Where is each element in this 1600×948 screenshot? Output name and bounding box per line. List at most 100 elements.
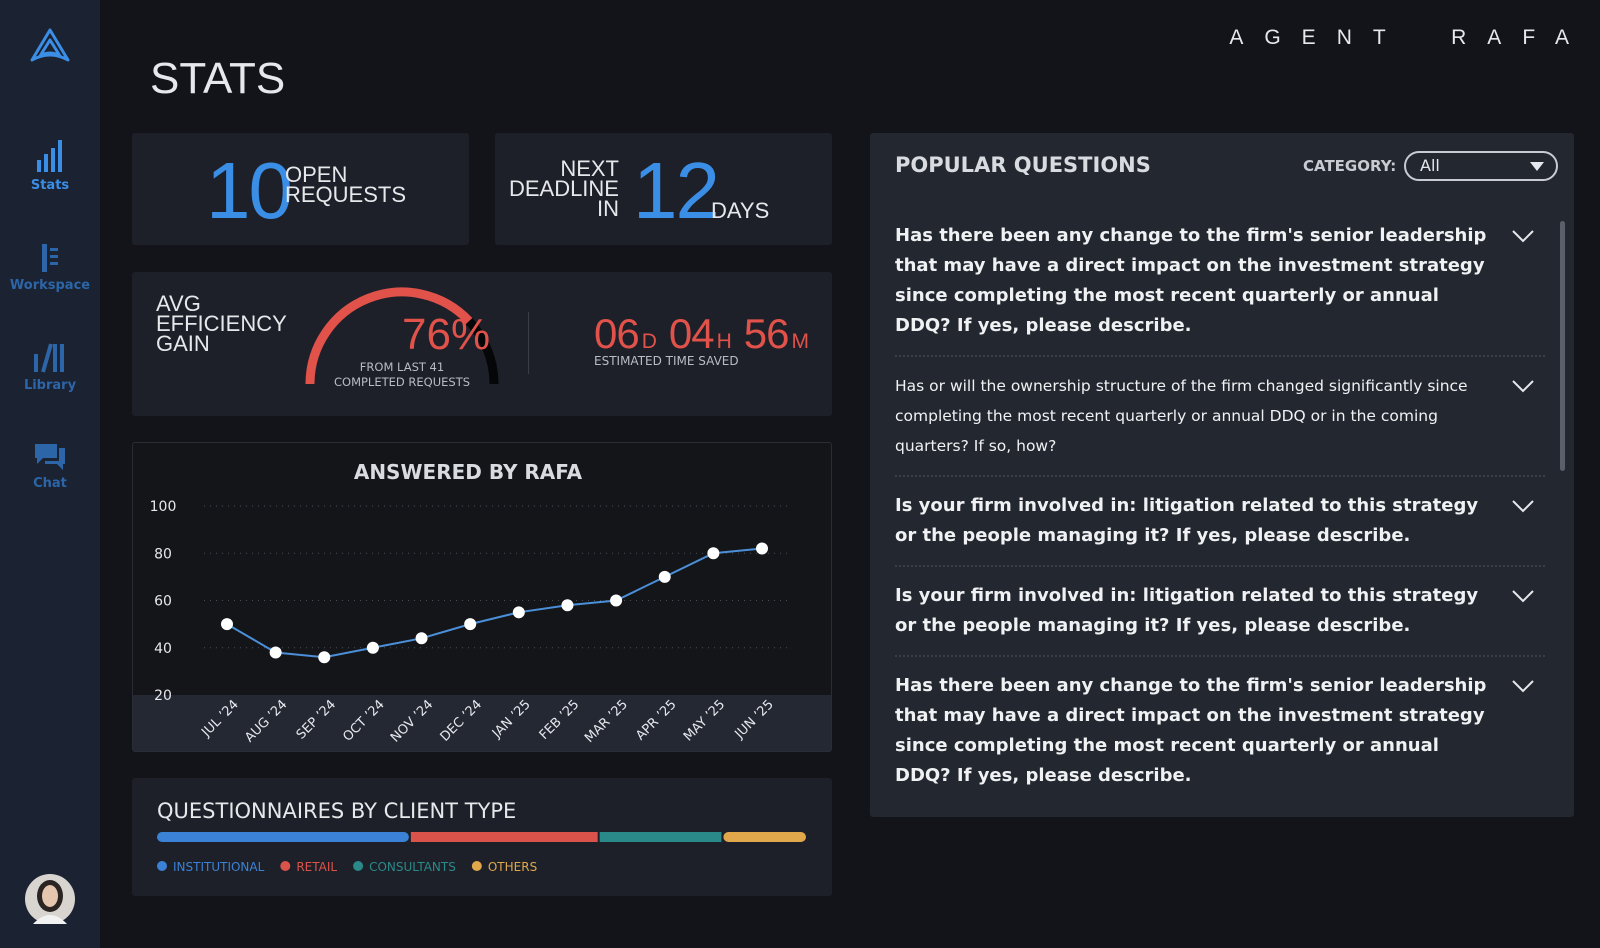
nav-item[interactable]: Stats <box>0 138 100 193</box>
question-text: Is your firm involved in: litigation rel… <box>895 585 1479 636</box>
question-text: Has there been any change to the firm's … <box>895 675 1487 786</box>
question[interactable]: Is your firm involved in: litigation rel… <box>895 567 1545 657</box>
open-requests-value: 10 <box>206 146 293 235</box>
point <box>707 547 720 560</box>
legend-marker <box>353 861 364 871</box>
time-value: 06 <box>594 310 640 357</box>
efficiency-card: AVG EFFICIENCY GAIN 76% FROM LAST 41 COM… <box>132 272 832 416</box>
legend-marker <box>157 861 167 871</box>
point <box>512 606 525 619</box>
point <box>221 618 233 631</box>
deadline-label: NEXT DEADLINE IN <box>508 156 619 221</box>
gauge-track <box>465 317 499 385</box>
point <box>464 618 477 631</box>
efficiency-note: FROM LAST 41 COMPLETED REQUESTS <box>333 360 471 389</box>
nav-item[interactable]: Chat <box>0 442 100 491</box>
legend-marker <box>280 861 291 871</box>
chevron-path <box>1512 500 1534 513</box>
chevron-path <box>1512 380 1534 393</box>
chevron <box>1512 500 1534 513</box>
line <box>226 547 763 659</box>
avatar[interactable] <box>25 874 75 924</box>
gauge-arc <box>305 287 473 385</box>
y-tick-label: 80 <box>154 546 172 562</box>
point <box>366 641 379 654</box>
open-requests-label: OPEN REQUESTS <box>285 162 407 207</box>
bar-segment <box>723 832 806 842</box>
stacked-bar-chart: QUESTIONNAIRES BY CLIENT TYPE INSTITUTION… <box>157 799 806 874</box>
y-tick-label: 20 <box>154 688 172 704</box>
nav-label: Workspace <box>9 278 91 293</box>
popular-title: POPULAR QUESTIONS <box>895 153 1151 177</box>
time-unit: M <box>791 330 810 353</box>
legend-label: RETAIL <box>296 860 337 874</box>
time-unit: D <box>641 330 657 353</box>
legend-label: CONSULTANTS <box>369 860 456 874</box>
question[interactable]: Is your firm involved in: litigation rel… <box>895 477 1545 567</box>
efficiency-label: AVG EFFICIENCY GAIN <box>156 291 287 356</box>
sidebar: Stats Workspace Library Chat <box>0 0 100 948</box>
bar-segment <box>410 832 598 842</box>
chevron <box>1512 590 1534 603</box>
chevron-path <box>1512 680 1534 693</box>
point <box>561 599 574 612</box>
axis-band <box>133 695 831 751</box>
chart-title: QUESTIONNAIRES BY CLIENT TYPE <box>157 799 516 823</box>
category-label: CATEGORY: <box>1303 157 1397 175</box>
nav-item[interactable]: Workspace <box>0 242 100 293</box>
time-saved: 06 D 04 H 56 M <box>594 310 821 358</box>
nav-label: Library <box>23 378 77 393</box>
efficiency-value: 76% <box>402 310 491 359</box>
answered-card: ANSWERED BY RAFA 20 40 60 80 100 JUL ’24 AUG ’2… <box>132 442 832 752</box>
chevron-path <box>1512 590 1534 603</box>
category-select[interactable]: All <box>1404 151 1558 181</box>
scrollbar[interactable] <box>1560 221 1565 471</box>
legend-label: INSTITUTIONAL <box>173 860 265 874</box>
question-text: Has or will the ownership structure of t… <box>895 377 1468 455</box>
y-tick-label: 40 <box>154 641 172 657</box>
time-unit: H <box>716 330 732 353</box>
chevron <box>1512 380 1534 393</box>
client-card: QUESTIONNAIRES BY CLIENT TYPE INSTITUTION… <box>132 778 832 896</box>
gauge <box>305 287 499 385</box>
question[interactable]: Has there been any change to the firm's … <box>895 207 1545 357</box>
point <box>610 594 623 607</box>
nav-item[interactable]: Library <box>0 340 100 393</box>
question-list: Has there been any change to the firm's … <box>895 207 1545 789</box>
y-tick-label: 100 <box>150 499 177 515</box>
logo <box>30 28 70 62</box>
deadline-card: NEXT DEADLINE IN 12 DAYS <box>495 133 832 245</box>
chart-title: ANSWERED BY RAFA <box>354 460 583 484</box>
chevron <box>1512 680 1534 693</box>
question-text: Has there been any change to the firm's … <box>895 225 1487 336</box>
open-requests-card: 10 OPEN REQUESTS <box>132 133 469 245</box>
question[interactable]: Has or will the ownership structure of t… <box>895 357 1545 477</box>
question[interactable]: Has there been any change to the firm's … <box>895 657 1545 789</box>
nav-label: Chat <box>33 476 67 491</box>
bar-segment <box>157 832 409 842</box>
bar-segment <box>599 832 722 842</box>
category-value: All <box>1420 156 1440 175</box>
point <box>658 570 671 583</box>
page-title: STATS <box>150 54 286 103</box>
chevron-path <box>1512 230 1534 243</box>
nav-label: Stats <box>30 178 70 193</box>
point <box>756 542 768 555</box>
legend-marker <box>471 861 482 871</box>
point <box>415 632 428 645</box>
deadline-value: 12 <box>633 146 720 235</box>
divider <box>528 312 529 374</box>
deadline-unit: DAYS <box>711 198 770 223</box>
time-saved-label: ESTIMATED TIME SAVED <box>594 354 739 368</box>
popular-card: POPULAR QUESTIONS CATEGORY: All Has ther… <box>870 133 1574 817</box>
legend-label: OTHERS <box>488 860 537 874</box>
point <box>318 651 331 664</box>
question-text: Is your firm involved in: litigation rel… <box>895 495 1479 546</box>
chevron <box>1512 230 1534 243</box>
time-value: 04 <box>668 310 715 357</box>
y-tick-label: 60 <box>154 594 172 610</box>
point <box>269 646 282 659</box>
brand: AGENT RAFA <box>1229 26 1590 49</box>
